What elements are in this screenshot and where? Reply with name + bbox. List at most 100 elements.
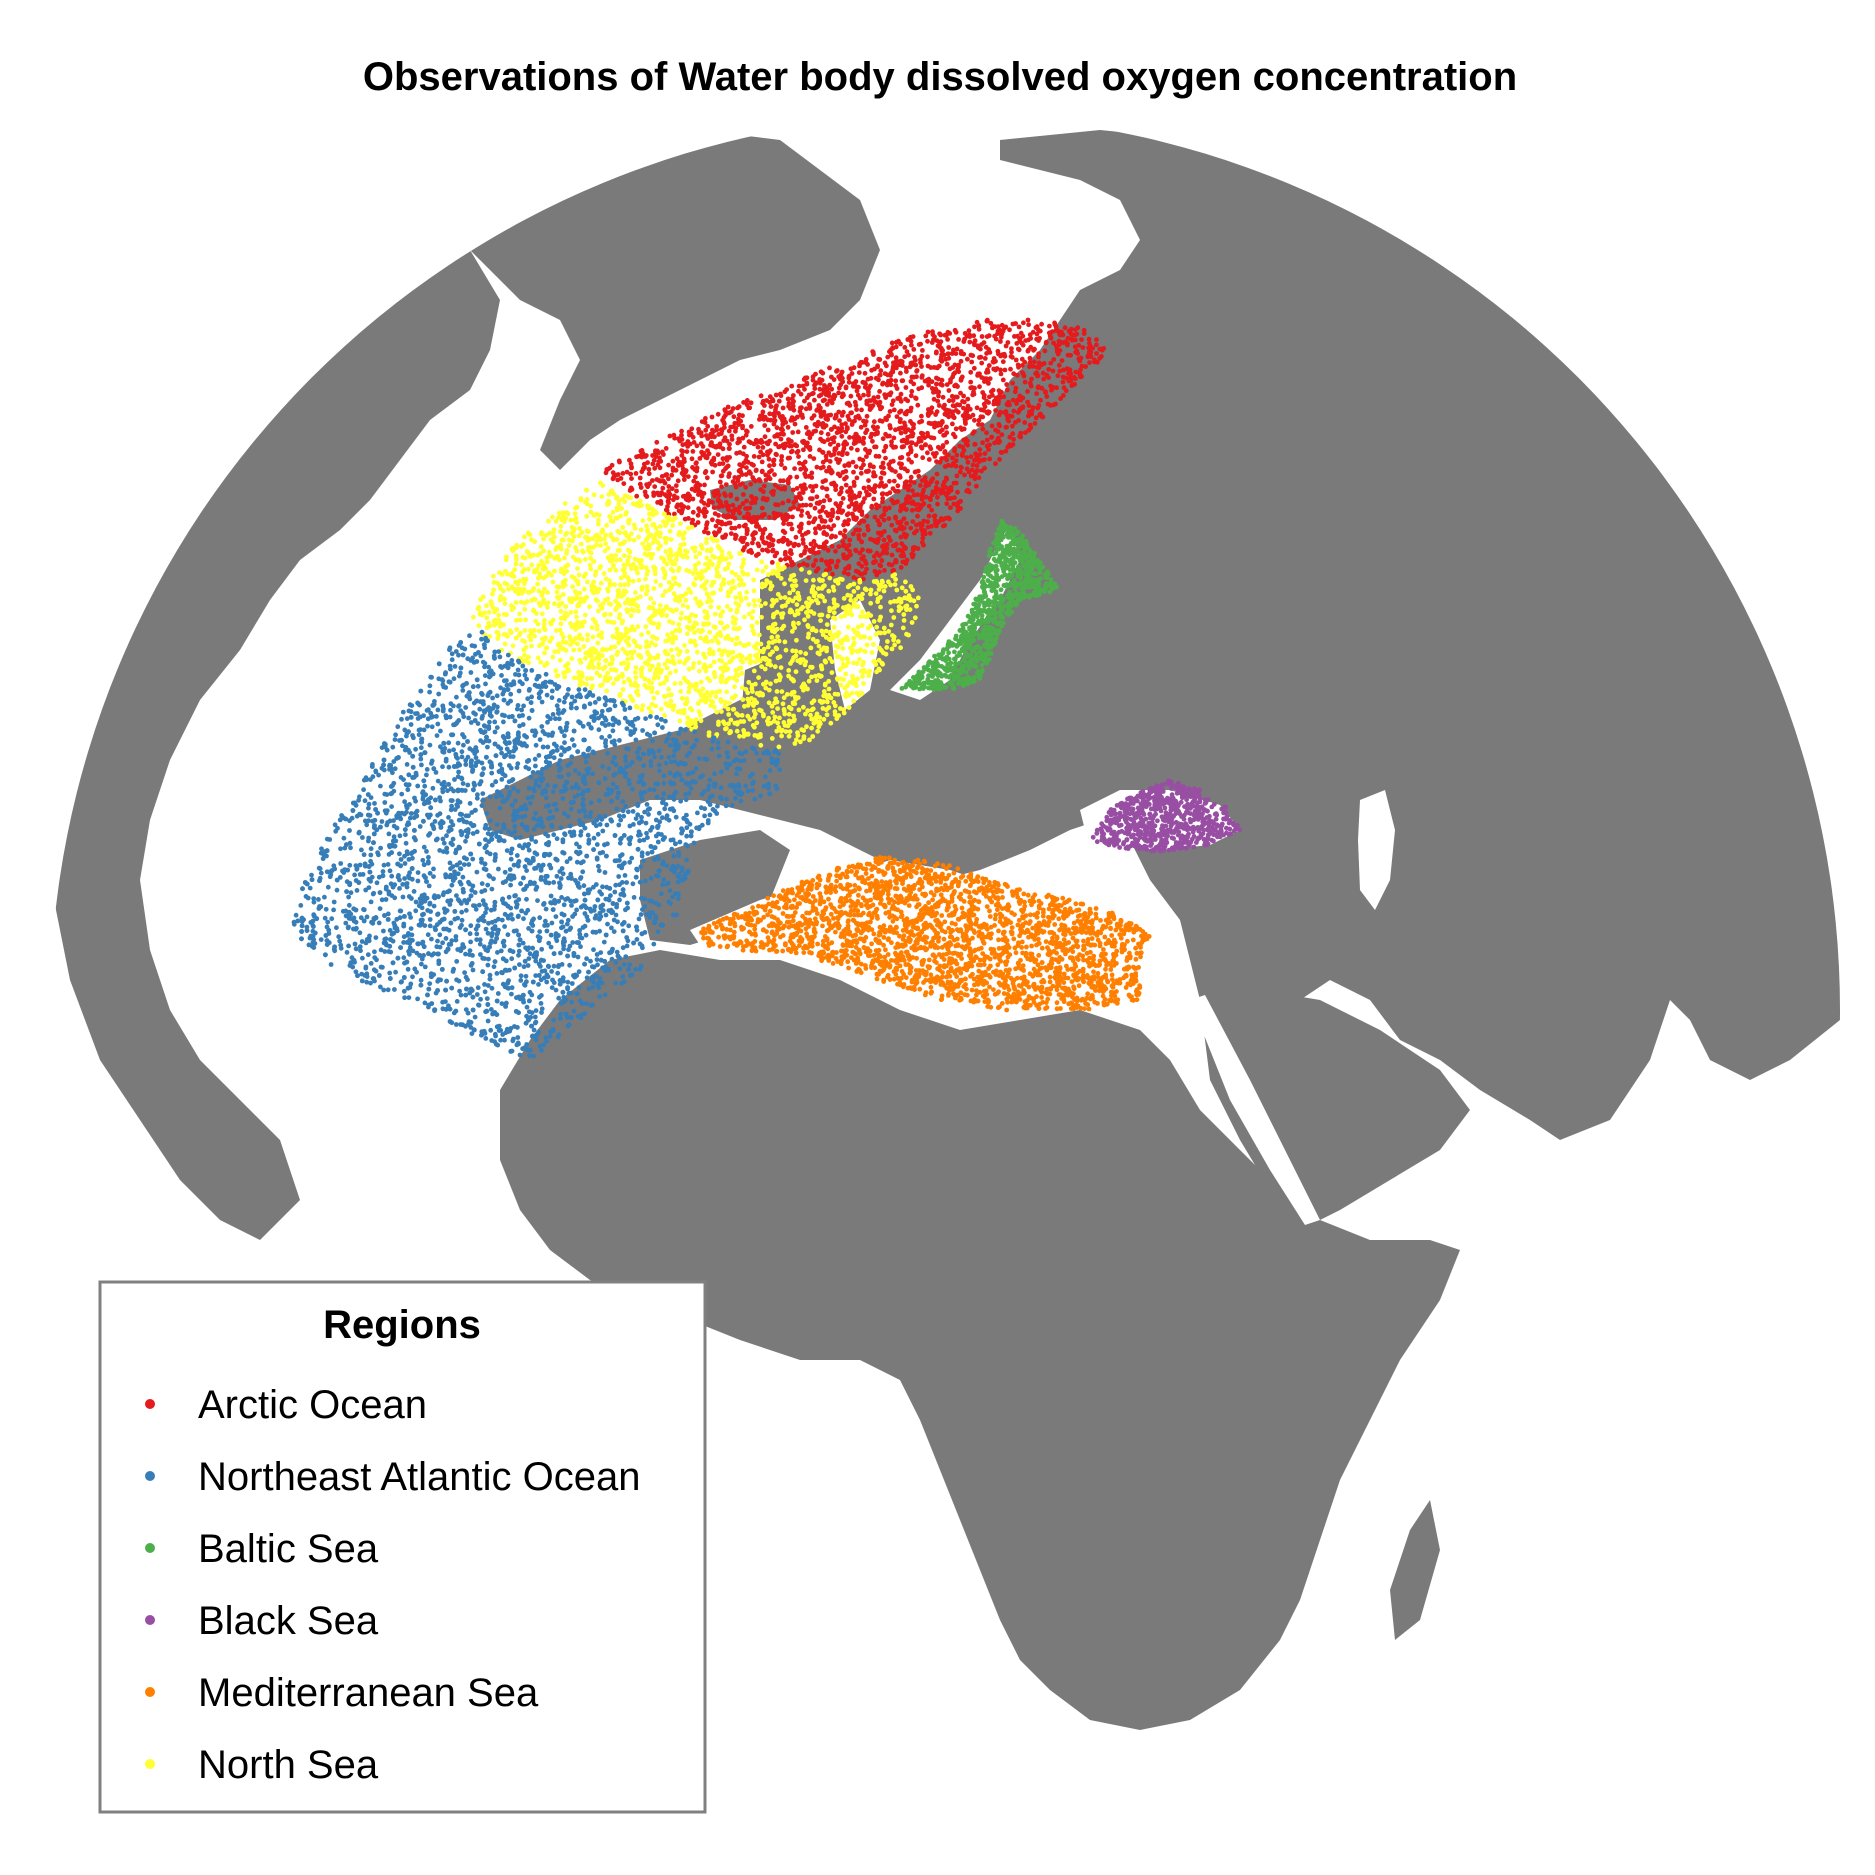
observation-point — [653, 669, 659, 675]
observation-point — [544, 645, 550, 651]
observation-point — [865, 362, 870, 367]
observation-point — [977, 452, 983, 457]
observation-point — [729, 437, 735, 442]
observation-point — [642, 489, 648, 495]
observation-point — [891, 363, 896, 368]
observation-point — [831, 610, 837, 616]
observation-point — [588, 566, 594, 572]
observation-point — [705, 530, 711, 536]
observation-point — [920, 532, 926, 537]
observation-point — [763, 477, 769, 483]
observation-point — [625, 665, 630, 670]
observation-point — [998, 367, 1003, 373]
observation-point — [745, 731, 751, 737]
observation-point — [822, 545, 827, 551]
observation-point — [740, 582, 746, 587]
observation-point — [700, 444, 706, 449]
observation-point — [807, 547, 812, 553]
observation-point — [666, 484, 672, 489]
observation-point — [698, 576, 704, 582]
observation-point — [647, 481, 652, 487]
observation-point — [922, 435, 927, 441]
observation-point — [870, 438, 875, 444]
observation-point — [963, 421, 968, 426]
observation-point — [878, 475, 884, 481]
observation-point — [583, 556, 588, 562]
observation-point — [1078, 373, 1084, 379]
observation-point — [918, 357, 923, 362]
observation-point — [772, 664, 778, 670]
observation-point — [783, 729, 789, 734]
observation-point — [627, 488, 633, 493]
observation-point — [708, 440, 714, 446]
observation-point — [1028, 425, 1034, 431]
observation-point — [839, 369, 845, 375]
observation-point — [763, 564, 769, 570]
observation-point — [811, 456, 817, 461]
observation-point — [847, 435, 852, 440]
observation-point — [875, 538, 881, 543]
observation-point — [805, 623, 811, 628]
observation-point — [993, 461, 998, 467]
observation-point — [765, 496, 770, 502]
observation-point — [1068, 352, 1073, 358]
observation-point — [821, 645, 827, 651]
observation-point — [555, 554, 560, 559]
observation-point — [909, 440, 915, 446]
observation-point — [471, 614, 476, 620]
observation-point — [954, 452, 960, 458]
observation-point — [977, 355, 982, 360]
observation-point — [545, 605, 550, 610]
observation-point — [738, 665, 744, 671]
observation-point — [811, 562, 817, 568]
observation-point — [893, 557, 899, 563]
observation-point — [728, 409, 734, 415]
observation-point — [877, 569, 882, 575]
observation-point — [498, 594, 503, 599]
observation-point — [848, 552, 853, 558]
observation-point — [846, 517, 852, 523]
observation-point — [862, 649, 868, 654]
observation-point — [1041, 376, 1047, 382]
observation-point — [730, 649, 736, 655]
observation-point — [855, 624, 861, 630]
observation-point — [765, 535, 771, 540]
observation-point — [495, 630, 501, 635]
observation-point — [906, 487, 911, 493]
observation-point — [836, 374, 842, 380]
observation-point — [651, 521, 657, 527]
observation-point — [728, 729, 733, 734]
observation-point — [627, 549, 633, 555]
observation-point — [912, 615, 918, 621]
observation-point — [667, 619, 672, 624]
observation-point — [588, 555, 593, 561]
observation-point — [834, 563, 840, 568]
observation-point — [1055, 328, 1061, 334]
observation-point — [810, 734, 816, 739]
observation-point — [765, 449, 770, 455]
observation-point — [671, 576, 676, 581]
observation-point — [893, 500, 898, 505]
observation-point — [991, 366, 997, 372]
observation-point — [599, 653, 605, 658]
observation-point — [855, 676, 860, 682]
observation-point — [958, 390, 963, 396]
observation-point — [805, 708, 811, 714]
observation-point — [950, 414, 956, 420]
observation-point — [728, 717, 734, 723]
observation-point — [942, 449, 948, 454]
observation-point — [751, 536, 756, 542]
observation-point — [857, 577, 863, 583]
observation-point — [716, 520, 722, 526]
observation-point — [941, 479, 947, 485]
observation-point — [915, 513, 920, 519]
observation-point — [727, 446, 732, 451]
observation-point — [674, 488, 679, 494]
observation-point — [944, 457, 950, 463]
observation-point — [622, 553, 627, 558]
observation-point — [841, 596, 847, 601]
observation-point — [890, 543, 896, 549]
observation-point — [719, 673, 725, 678]
observation-point — [880, 544, 885, 549]
observation-point — [598, 683, 603, 689]
